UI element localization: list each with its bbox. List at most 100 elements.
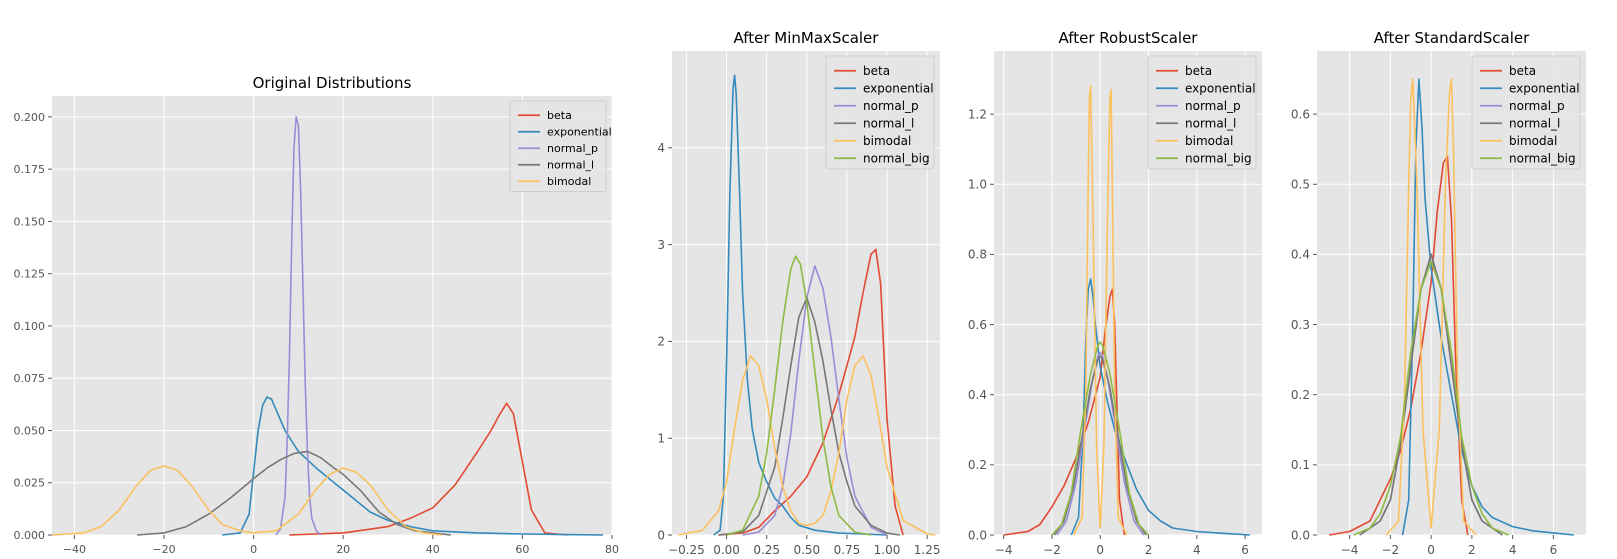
legend-label-normal_big: normal_big (863, 152, 930, 166)
series-line-normal_big (726, 255, 872, 536)
chart-title: After MinMaxScaler (734, 29, 880, 47)
x-tick-label: 0 (1096, 543, 1104, 557)
y-tick-label: 0.150 (14, 215, 46, 228)
x-tick-label: 1.00 (874, 543, 901, 557)
x-tick-label: −40 (63, 543, 86, 556)
y-tick-label: 2 (657, 335, 665, 349)
y-tick-label: 0.200 (14, 111, 46, 124)
chart-panel-4: −4 −2 0 2 4 6 0.0 0.1 0.2 0.3 0.4 0.5 0.6 After Stand… (1291, 29, 1586, 557)
y-tick-label: 0.5 (1291, 178, 1310, 192)
y-tick-label: 0.4 (968, 388, 987, 402)
y-tick-label: 3 (657, 238, 665, 252)
series-line-normal_l (1359, 253, 1503, 536)
legend-label-normal_l: normal_l (1509, 117, 1560, 131)
y-tick-label: 0.2 (968, 458, 987, 472)
x-tick-label: −0.25 (668, 543, 705, 557)
series-line-beta (1329, 155, 1469, 536)
y-tick-label: 1.0 (968, 178, 987, 192)
y-tick-label: 0.050 (14, 424, 46, 437)
y-tick-label: 4 (657, 141, 665, 155)
x-tick-label: −4 (1341, 543, 1359, 557)
y-tick-label: 1.2 (968, 107, 987, 121)
y-tick-label: 0.0 (1291, 528, 1310, 542)
legend-label-beta: beta (547, 109, 572, 122)
y-tick-label: 0.2 (1291, 388, 1310, 402)
x-tick-label: 0.75 (834, 543, 861, 557)
series-line-bimodal (678, 355, 936, 536)
series-line-exponential (713, 74, 888, 536)
y-tick-label: 0.025 (14, 477, 46, 490)
legend-label-normal_big: normal_big (1509, 152, 1576, 166)
x-tick-label: 0 (1427, 543, 1435, 557)
series-line-normal_p (742, 265, 888, 536)
x-tick-label: −2 (1043, 543, 1061, 557)
y-tick-label: 0.075 (14, 372, 46, 385)
y-tick-label: 0.4 (1291, 248, 1310, 262)
x-tick-label: 0.50 (793, 543, 820, 557)
x-tick-label: −20 (152, 543, 175, 556)
y-tick-label: 0.8 (968, 248, 987, 262)
chart-title: After StandardScaler (1374, 29, 1530, 47)
legend-label-exponential: exponential (1185, 82, 1256, 96)
series-line-normal_l (718, 296, 901, 536)
y-tick-label: 0 (657, 528, 665, 542)
legend-label-normal_p: normal_p (547, 142, 598, 155)
series-line-beta (1003, 288, 1126, 536)
x-tick-label: 0.25 (753, 543, 780, 557)
legend-label-exponential: exponential (863, 82, 934, 96)
series-line-bimodal (1072, 85, 1128, 536)
legend-label-normal_p: normal_p (863, 99, 919, 113)
legend-label-bimodal: bimodal (863, 134, 911, 148)
chart-panel-2: −0.25 0.00 0.25 0.50 0.75 1.00 1.25 0 1 2 3 4 After … (657, 29, 940, 557)
y-tick-label: 0.175 (14, 163, 46, 176)
x-tick-label: 40 (426, 543, 440, 556)
chart-panel-3: −4 −2 0 2 4 6 0.0 0.2 0.4 0.6 0.8 1.0 1.2 After Robus… (968, 29, 1262, 557)
y-tick-label: 0.6 (968, 318, 987, 332)
legend-label-exponential: exponential (547, 126, 612, 139)
legend-label-bimodal: bimodal (1185, 134, 1233, 148)
series-line-beta (718, 248, 904, 536)
series-line-bimodal (1385, 78, 1477, 536)
x-tick-label: 60 (515, 543, 529, 556)
legend-label-beta: beta (863, 64, 890, 78)
y-tick-label: 0.3 (1291, 318, 1310, 332)
x-tick-label: −4 (995, 543, 1013, 557)
chart-panel-1: −40 −20 0 20 40 60 80 0.000 0.025 0.050 0.075 0.100… (14, 74, 620, 556)
series-line-exponential (1401, 78, 1574, 536)
y-tick-label: 0.0 (968, 528, 987, 542)
legend-label-normal_l: normal_l (1185, 117, 1236, 131)
x-tick-label: 0 (250, 543, 257, 556)
legend-label-beta: beta (1185, 64, 1212, 78)
x-tick-label: −2 (1382, 543, 1400, 557)
y-tick-label: 0.100 (14, 320, 46, 333)
x-tick-label: 6 (1241, 543, 1249, 557)
legend-label-normal_l: normal_l (863, 117, 914, 131)
legend-label-normal_big: normal_big (1185, 152, 1252, 166)
y-tick-label: 1 (657, 432, 665, 446)
x-tick-label: 4 (1509, 543, 1517, 557)
legend-label-normal_l: normal_l (547, 159, 594, 172)
x-tick-label: 2 (1468, 543, 1476, 557)
x-tick-label: 6 (1550, 543, 1558, 557)
y-tick-label: 0.6 (1291, 107, 1310, 121)
series-line-normal_l (1053, 355, 1147, 536)
x-tick-label: 20 (336, 543, 350, 556)
x-tick-label: 1.25 (914, 543, 941, 557)
x-tick-label: 2 (1145, 543, 1153, 557)
series-line-normal_p (275, 116, 322, 536)
series-line-bimodal (51, 465, 442, 536)
legend-label-normal_p: normal_p (1509, 99, 1565, 113)
chart-title: Original Distributions (253, 74, 412, 92)
series-line-normal_big (1051, 341, 1150, 536)
series-line-normal_l (137, 450, 451, 536)
y-tick-label: 0.000 (14, 529, 46, 542)
x-tick-label: 0.00 (713, 543, 740, 557)
legend-label-bimodal: bimodal (1509, 134, 1557, 148)
y-tick-label: 0.125 (14, 268, 46, 281)
legend-label-bimodal: bimodal (547, 175, 591, 188)
x-tick-label: 80 (605, 543, 619, 556)
